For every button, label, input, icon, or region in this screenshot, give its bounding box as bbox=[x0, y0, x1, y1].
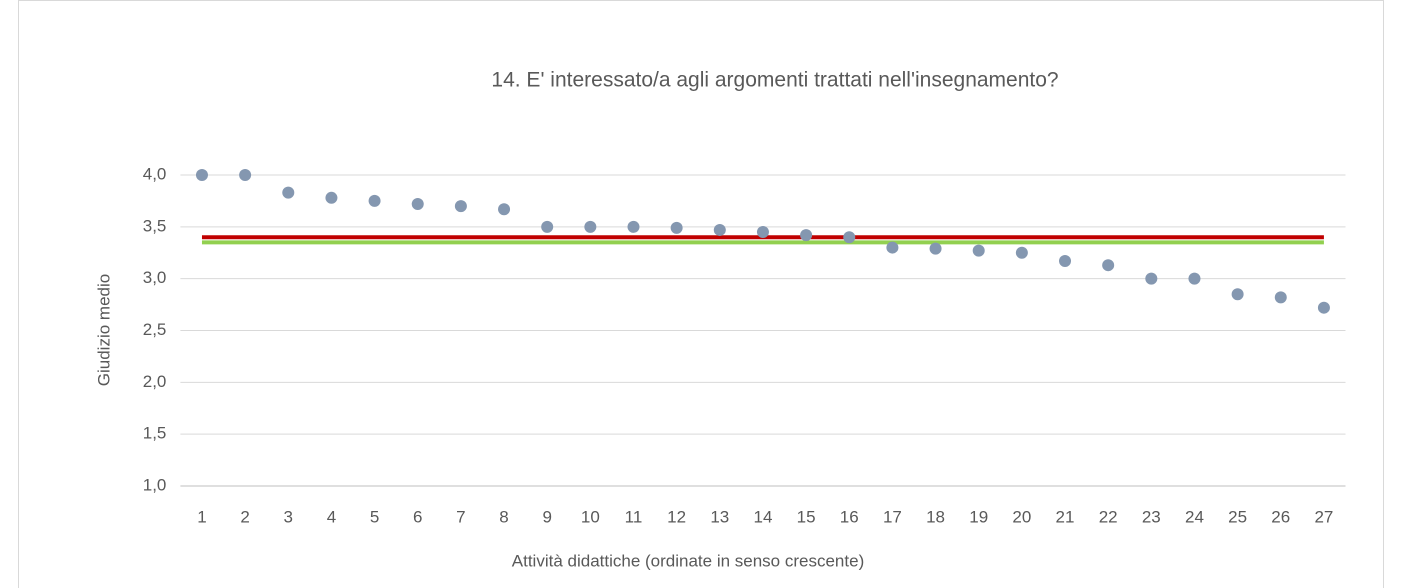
x-tick-label: 8 bbox=[499, 507, 508, 526]
point bbox=[627, 220, 640, 233]
x-tick-label: 11 bbox=[625, 507, 643, 526]
y-tick-label: 3,0 bbox=[143, 268, 167, 287]
y-axis-title: Giudizio medio bbox=[94, 274, 113, 386]
x-tick-label: 4 bbox=[327, 507, 336, 526]
point bbox=[1145, 272, 1158, 285]
point bbox=[541, 220, 554, 233]
x-tick-label: 25 bbox=[1228, 507, 1247, 526]
point bbox=[325, 191, 338, 204]
point bbox=[800, 229, 813, 242]
x-tick-label: 26 bbox=[1271, 507, 1290, 526]
point bbox=[195, 169, 208, 181]
point bbox=[843, 231, 856, 244]
point bbox=[1231, 288, 1244, 301]
y-tick-label: 4,0 bbox=[143, 164, 167, 183]
x-tick-label: 20 bbox=[1012, 507, 1031, 526]
point bbox=[368, 194, 381, 207]
x-tick-label: 18 bbox=[926, 507, 945, 526]
x-tick-label: 13 bbox=[710, 507, 729, 526]
x-tick-label: 23 bbox=[1142, 507, 1161, 526]
point bbox=[713, 223, 726, 236]
x-tick-label: 24 bbox=[1185, 507, 1204, 526]
x-tick-label: 7 bbox=[456, 507, 465, 526]
x-tick-label: 27 bbox=[1314, 507, 1333, 526]
x-tick-label: 5 bbox=[370, 507, 379, 526]
y-tick-label: 1,0 bbox=[143, 475, 167, 494]
point bbox=[1059, 255, 1072, 268]
y-tick-label: 2,0 bbox=[143, 372, 167, 391]
point bbox=[239, 169, 252, 181]
chart-frame bbox=[18, 0, 1384, 588]
point bbox=[454, 200, 467, 213]
point bbox=[886, 241, 899, 254]
point bbox=[1102, 259, 1115, 272]
x-tick-label: 22 bbox=[1099, 507, 1118, 526]
x-tick-label: 21 bbox=[1056, 507, 1075, 526]
x-tick-label: 6 bbox=[413, 507, 422, 526]
x-axis-title: Attività didattiche (ordinate in senso c… bbox=[512, 551, 864, 570]
point bbox=[972, 244, 985, 257]
x-tick-label: 1 bbox=[197, 507, 206, 526]
point bbox=[756, 226, 769, 239]
y-tick-label: 2,5 bbox=[143, 320, 167, 339]
x-tick-label: 19 bbox=[969, 507, 988, 526]
x-tick-label: 17 bbox=[883, 507, 902, 526]
point bbox=[411, 198, 424, 211]
x-tick-label: 10 bbox=[581, 507, 600, 526]
point bbox=[1317, 301, 1330, 314]
point bbox=[1188, 272, 1201, 285]
x-tick-label: 15 bbox=[797, 507, 816, 526]
y-tick-label: 1,5 bbox=[143, 424, 167, 443]
x-tick-label: 12 bbox=[667, 507, 686, 526]
x-tick-label: 9 bbox=[542, 507, 551, 526]
y-tick-label: 3,5 bbox=[143, 216, 167, 235]
x-tick-label: 2 bbox=[240, 507, 249, 526]
point bbox=[929, 242, 942, 255]
x-tick-label: 14 bbox=[753, 507, 772, 526]
point bbox=[498, 203, 511, 216]
point bbox=[670, 221, 683, 234]
x-tick-label: 3 bbox=[284, 507, 293, 526]
x-tick-label: 16 bbox=[840, 507, 859, 526]
point bbox=[1274, 291, 1287, 304]
point bbox=[282, 186, 295, 199]
point bbox=[1015, 246, 1028, 259]
point bbox=[584, 220, 597, 233]
chart-title: 14. E' interessato/a agli argomenti trat… bbox=[491, 69, 1058, 92]
